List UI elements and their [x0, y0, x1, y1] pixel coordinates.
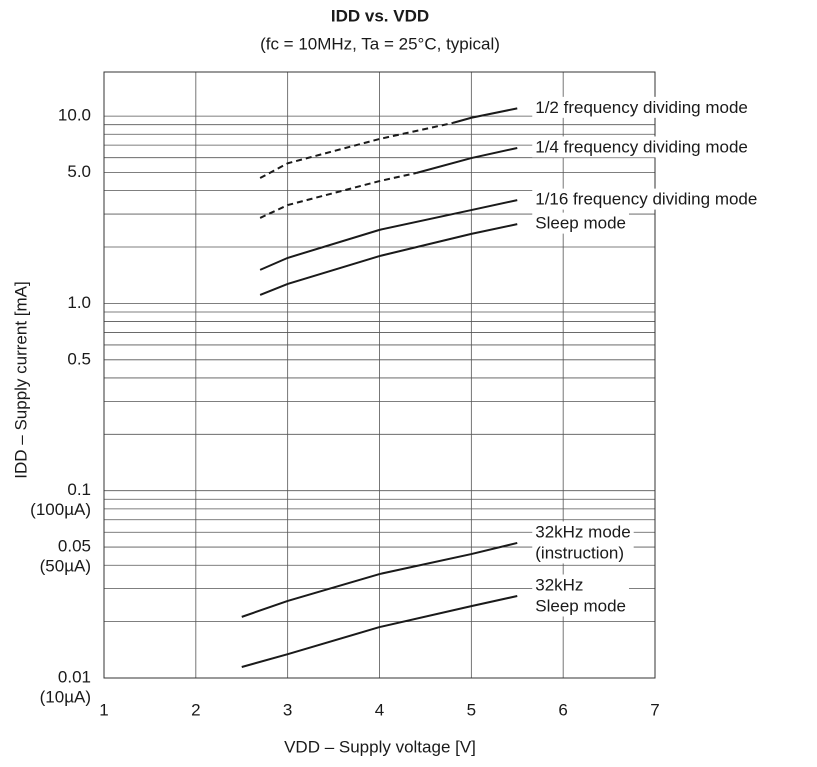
label-background [532, 521, 634, 564]
y-tick-label: 5.0 [67, 162, 91, 181]
label-background [532, 212, 629, 234]
series-label-text: Sleep mode [535, 214, 626, 233]
series-label-text: 1/4 frequency dividing mode [535, 137, 748, 156]
y-tick-label: 0.5 [67, 349, 91, 368]
chart-subtitle: (fc = 10MHz, Ta = 25°C, typical) [260, 34, 500, 53]
series-label-text: 32kHz mode [535, 522, 630, 541]
y-tick-sublabel: (50µA) [40, 557, 91, 576]
series-label: 32kHz Sleep mode [532, 574, 629, 617]
y-tick-label: 10.0 [58, 106, 91, 125]
y-tick-label: 1.0 [67, 293, 91, 312]
x-tick-label: 5 [467, 700, 476, 719]
series-line [259, 223, 518, 296]
y-tick-sublabel: (10µA) [40, 687, 91, 706]
x-tick-label: 6 [558, 700, 567, 719]
y-tick-sublabel: (100µA) [30, 500, 91, 519]
series-label: 1/16 frequency dividing mode [532, 188, 761, 210]
series-label-text: 1/2 frequency dividing mode [535, 98, 748, 117]
label-background [532, 574, 629, 617]
x-tick-label: 2 [191, 700, 200, 719]
x-axis-label: VDD – Supply voltage [V] [284, 737, 476, 756]
series-line [241, 541, 518, 618]
series-label-text: Sleep mode [535, 596, 626, 615]
label-background [532, 96, 751, 118]
series-label: 32kHz mode (instruction) [532, 521, 634, 564]
series-label: Sleep mode [532, 212, 629, 234]
plot-frame [103, 71, 656, 679]
y-tick-label: 0.1 [67, 480, 91, 499]
y-tick-label: 0.05 [58, 537, 91, 556]
y-axis-label: IDD – Supply current [mA] [11, 281, 30, 478]
series-line [452, 107, 518, 124]
series-label-text: (instruction) [535, 543, 624, 562]
label-background [532, 136, 751, 158]
chart-title: IDD vs. VDD [331, 6, 429, 25]
series-line [259, 199, 518, 271]
series-label: 1/2 frequency dividing mode [532, 96, 751, 118]
series-line [259, 121, 454, 179]
label-background [532, 188, 761, 210]
x-tick-label: 4 [375, 700, 384, 719]
series-label: 1/4 frequency dividing mode [532, 136, 751, 158]
series-label-text: 1/16 frequency dividing mode [535, 190, 757, 209]
x-tick-label: 3 [283, 700, 292, 719]
x-tick-label: 1 [99, 700, 108, 719]
series-label-text: 32kHz [535, 575, 583, 594]
series-line [259, 172, 417, 219]
y-tick-label: 0.01 [58, 667, 91, 686]
series-line [415, 146, 518, 174]
series-line [241, 595, 518, 668]
x-tick-label: 7 [650, 700, 659, 719]
